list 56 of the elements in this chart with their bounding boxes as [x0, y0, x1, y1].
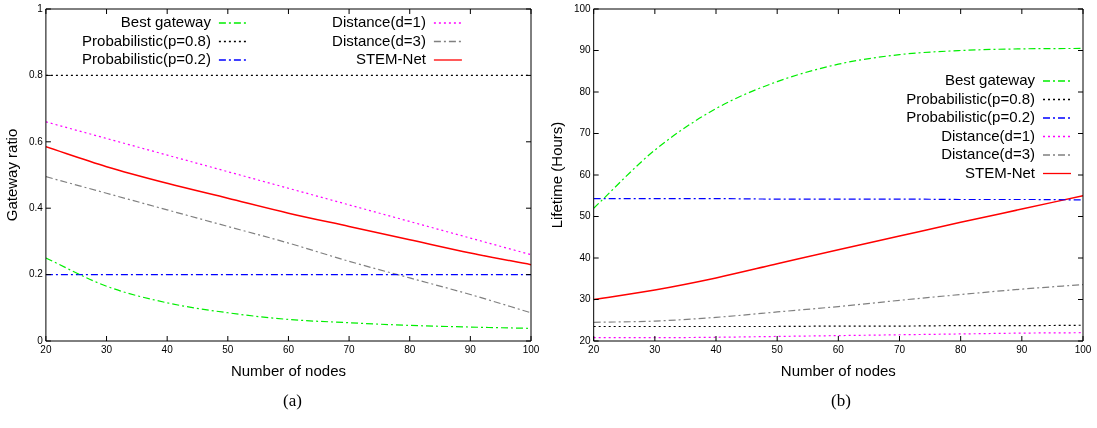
x-tick-label: 40 [161, 343, 174, 355]
x-tick-label: 50 [222, 343, 234, 355]
text: (a) [282, 391, 303, 411]
y-tick-label: 40 [579, 251, 592, 263]
y-tick-label: 20 [579, 334, 592, 346]
legend-label: Probabilistic(p=0.8) [906, 89, 1035, 107]
line-series [593, 47, 1083, 209]
legend-label: Probabilistic(p=0.2) [906, 108, 1035, 126]
y-tick-label: 70 [579, 127, 592, 139]
y-tick-label: 80 [579, 85, 592, 97]
x-tick-label: 70 [343, 343, 356, 355]
legend-label: Distance(d=3) [941, 145, 1035, 163]
x-tick-label: 90 [464, 343, 477, 355]
line-series [45, 146, 531, 266]
legend-label: Probabilistic(p=0.2) [82, 50, 211, 68]
line-series [45, 257, 531, 329]
x-tick-label: 60 [832, 343, 845, 355]
x-tick-label: 40 [710, 343, 723, 355]
x-tick-label: 90 [1016, 343, 1028, 355]
legend-label: STEM-Net [355, 50, 427, 68]
y-tick-label: 0.2 [29, 268, 44, 280]
x-tick-label: 30 [100, 343, 113, 355]
text: (b) [830, 391, 852, 411]
legend-label: Distance(d=1) [332, 13, 426, 31]
x-tick-label: 80 [955, 343, 967, 355]
y-axis-title: Gateway ratio [3, 128, 21, 222]
line-series [45, 176, 531, 314]
x-tick-label: 30 [649, 343, 661, 355]
y-tick-label: 1 [37, 2, 44, 14]
x-tick-label: 100 [522, 343, 540, 355]
legend-label: STEM-Net [964, 163, 1036, 181]
x-tick-label: 80 [404, 343, 416, 355]
x-tick-label: 70 [893, 343, 906, 355]
x-axis-title: Number of nodes [230, 362, 346, 380]
x-axis-title: Number of nodes [780, 362, 896, 380]
y-tick-label: 0.4 [29, 201, 44, 213]
y-tick-label: 90 [579, 44, 592, 56]
y-tick-label: 0 [37, 334, 44, 346]
y-tick-label: 30 [579, 293, 592, 305]
legend-label: Probabilistic(p=0.8) [82, 31, 211, 49]
x-tick-label: 20 [588, 343, 600, 355]
y-tick-label: 50 [579, 210, 592, 222]
x-tick-label: 60 [282, 343, 295, 355]
line-series [593, 195, 1083, 301]
x-tick-label: 100 [1074, 343, 1092, 355]
x-tick-label: 50 [771, 343, 784, 355]
y-axis-title: Lifetime (Hours) [548, 121, 566, 229]
y-tick-label: 0.8 [29, 69, 44, 81]
line-series [45, 121, 531, 256]
legend-label: Best gateway [120, 13, 212, 31]
y-tick-label: 60 [579, 168, 592, 180]
y-tick-label: 100 [574, 2, 592, 14]
legend-label: Distance(d=1) [941, 126, 1035, 144]
legend-label: Best gateway [944, 71, 1036, 89]
legend-label: Distance(d=3) [332, 31, 426, 49]
y-tick-label: 0.6 [29, 135, 44, 147]
